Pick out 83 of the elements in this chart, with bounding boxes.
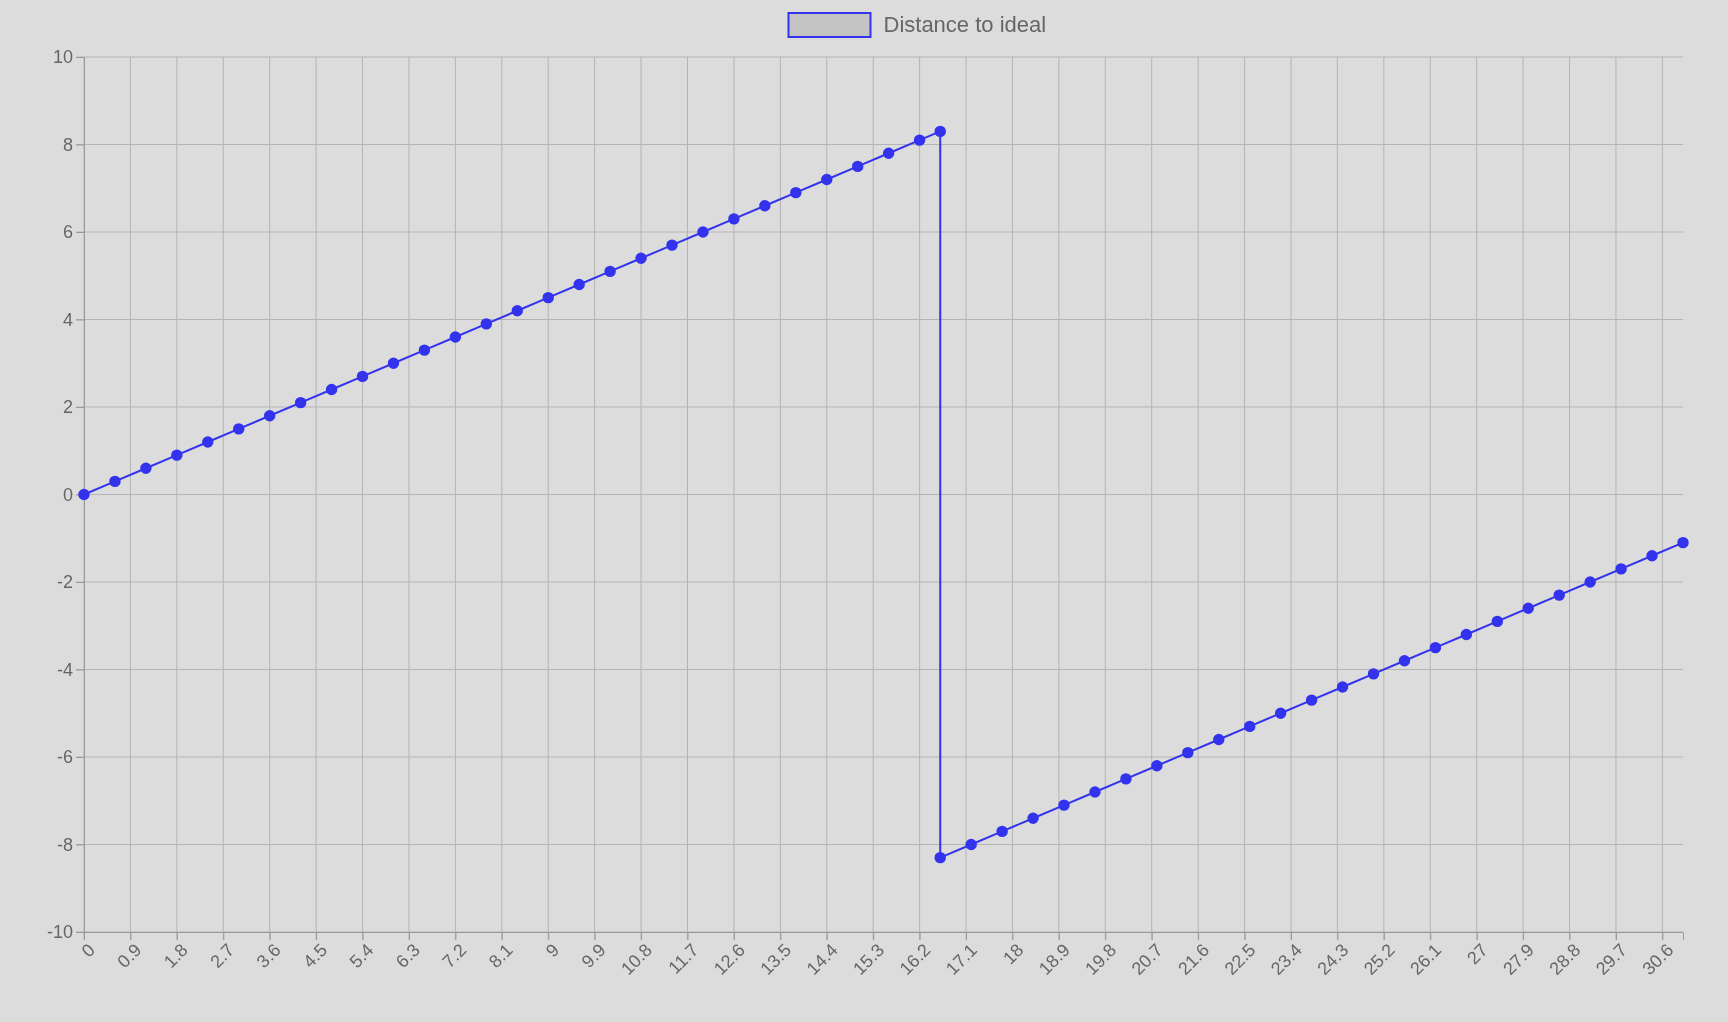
point: [480, 318, 493, 330]
point: [934, 851, 946, 864]
legend-label: Distance to ideal: [883, 12, 1047, 37]
point: [1584, 576, 1596, 588]
x-tick-label: 27: [1463, 939, 1492, 969]
point: [542, 291, 554, 304]
x-tick-label: 8.1: [484, 939, 517, 972]
x-tick-label: 3.6: [252, 939, 285, 972]
x-tick-label: 0: [77, 939, 99, 962]
x-tick-label: 26.1: [1406, 939, 1446, 979]
point: [996, 825, 1008, 838]
point: [294, 396, 307, 409]
point: [418, 344, 431, 356]
point: [325, 383, 338, 396]
y-tick-label: 8: [62, 134, 73, 155]
point: [387, 357, 400, 369]
point: [1615, 563, 1627, 575]
point: [821, 173, 833, 186]
y-tick-label: -4: [56, 659, 73, 680]
point: [356, 370, 369, 383]
y-tick-label: 10: [52, 47, 73, 68]
point: [1089, 786, 1101, 798]
point: [449, 331, 462, 343]
point: [1151, 760, 1163, 772]
point: [1522, 602, 1534, 614]
x-tick-label: 0.9: [113, 939, 146, 972]
x-tick-label: 18: [999, 939, 1028, 969]
point: [1058, 799, 1070, 811]
point: [1367, 668, 1380, 680]
y-tick-label: 4: [62, 309, 73, 330]
x-tick-label: 2.7: [206, 939, 239, 972]
point: [1120, 773, 1132, 785]
point: [573, 278, 585, 291]
point: [78, 488, 90, 501]
point: [171, 449, 183, 461]
point: [1244, 720, 1256, 733]
point: [1491, 615, 1504, 628]
point: [1553, 589, 1565, 601]
point: [790, 186, 802, 199]
point: [1677, 536, 1689, 549]
point: [1027, 812, 1039, 824]
point: [728, 213, 740, 225]
point: [1305, 694, 1318, 706]
y-tick-label: 6: [62, 222, 73, 243]
point: [263, 410, 276, 422]
point: [1213, 733, 1225, 746]
x-tick-label: 5.4: [345, 939, 378, 972]
point: [1460, 628, 1473, 641]
point: [511, 305, 523, 317]
y-tick-label: -2: [56, 572, 73, 593]
point: [666, 239, 678, 251]
y-tick-label: 0: [62, 484, 73, 505]
y-tick-label: -6: [56, 747, 73, 768]
point: [1182, 746, 1194, 759]
point: [934, 125, 946, 138]
x-tick-label: 30.6: [1638, 939, 1678, 979]
x-tick-label: 9: [541, 939, 564, 962]
point: [140, 462, 152, 474]
point: [1274, 707, 1287, 719]
point: [1398, 655, 1411, 667]
point: [851, 160, 864, 173]
point: [1336, 681, 1349, 693]
point: [913, 134, 926, 146]
point: [697, 226, 709, 238]
point: [604, 265, 616, 278]
point: [233, 423, 245, 435]
point: [1429, 641, 1442, 654]
y-tick-label: -10: [46, 922, 73, 943]
point: [635, 252, 647, 264]
x-tick-label: 4.5: [299, 939, 332, 972]
x-tick-label: 9.9: [577, 939, 610, 972]
point: [965, 838, 977, 851]
x-tick-label: 17.1: [942, 939, 981, 979]
x-tick-label: 6.3: [392, 939, 424, 972]
point: [109, 475, 121, 488]
y-tick-label: -8: [56, 834, 73, 855]
x-tick-label: 1.8: [159, 939, 192, 972]
point: [759, 200, 771, 212]
point: [1646, 550, 1658, 562]
x-tick-label: 7.2: [438, 939, 471, 972]
y-tick-label: 2: [62, 397, 73, 418]
point: [882, 147, 895, 159]
point: [202, 436, 214, 448]
